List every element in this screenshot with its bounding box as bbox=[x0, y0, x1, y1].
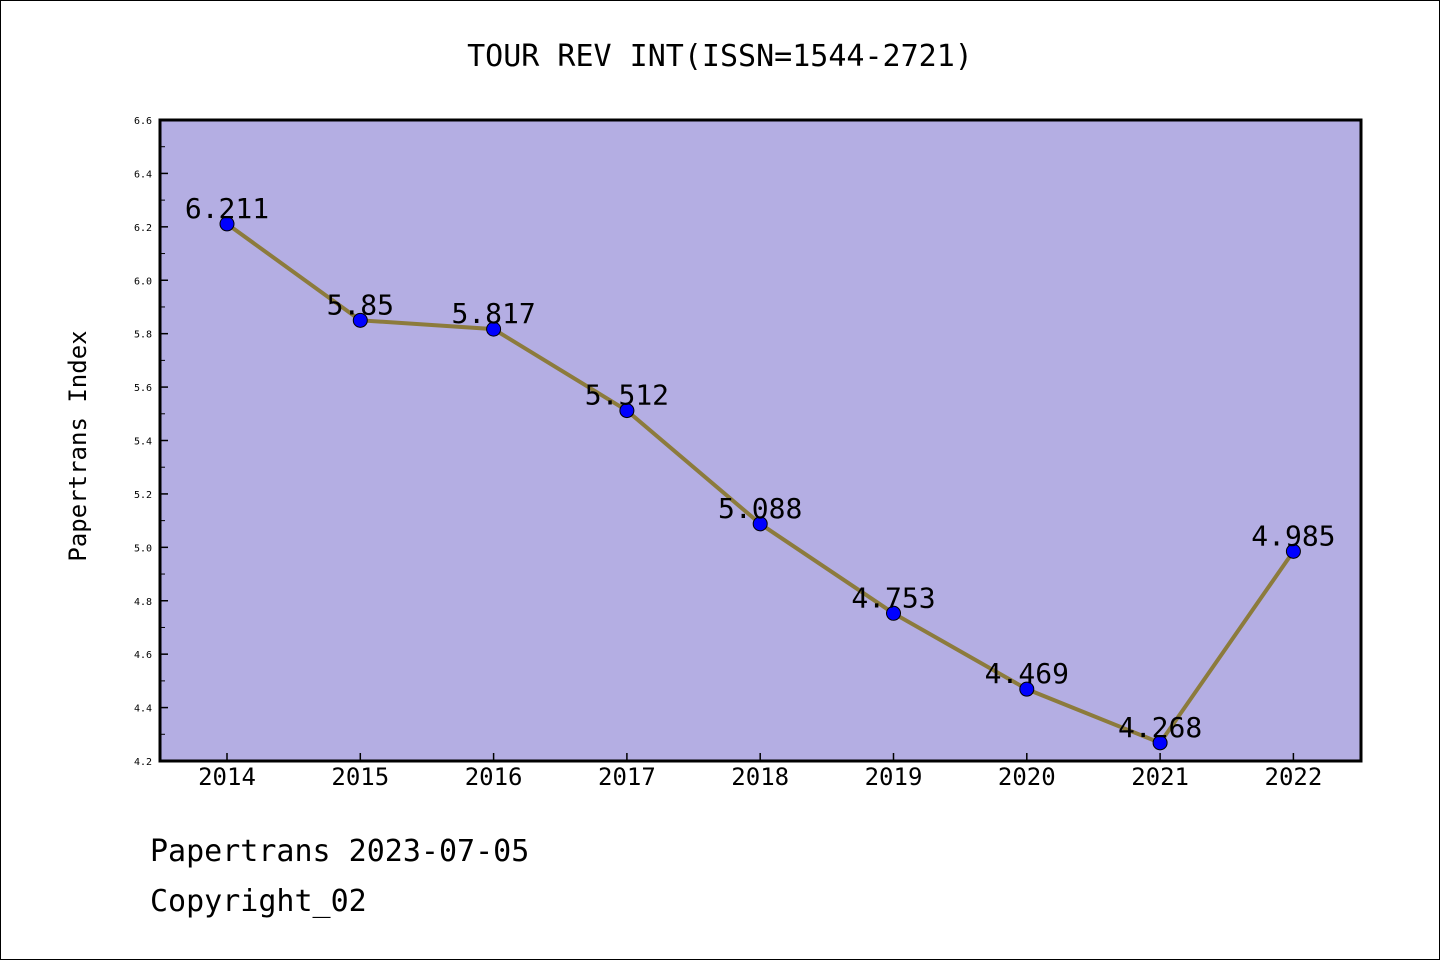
footer-date: Papertrans 2023-07-05 bbox=[150, 834, 530, 869]
footer-copyright: Copyright_02 bbox=[150, 884, 367, 919]
data-points bbox=[219, 216, 1301, 751]
x-tick-label: 2022 bbox=[1265, 763, 1323, 791]
y-tick-label: 4.4 bbox=[134, 704, 152, 715]
data-label: 5.512 bbox=[585, 379, 669, 412]
x-tick-label: 2014 bbox=[198, 763, 256, 791]
data-label: 6.211 bbox=[185, 192, 269, 225]
y-tick-label: 4.6 bbox=[134, 650, 152, 661]
data-label: 4.268 bbox=[1118, 711, 1202, 744]
data-label: 4.753 bbox=[851, 581, 935, 614]
data-label: 5.817 bbox=[451, 297, 535, 330]
y-axis: 4.2 4.4 4.6 4.8 5.0 5.2 5.4 5.6 5.8 6.0 6.2 6.4 6.6 bbox=[134, 116, 168, 768]
y-axis-label: Papertrans Index bbox=[64, 330, 92, 561]
x-tick-label: 2020 bbox=[998, 763, 1056, 791]
y-tick-label: 6.2 bbox=[134, 223, 152, 234]
chart-title: TOUR REV INT(ISSN=1544-2721) bbox=[467, 39, 973, 74]
y-tick-label: 5.4 bbox=[134, 437, 152, 448]
data-point bbox=[1019, 681, 1035, 697]
y-tick-label: 6.4 bbox=[134, 169, 152, 180]
data-label: 5.088 bbox=[718, 492, 802, 525]
x-tick-label: 2019 bbox=[865, 763, 923, 791]
data-labels: 6.211 5.85 5.817 5.512 5.088 4.753 4.469 4.268 4… bbox=[185, 192, 1336, 744]
data-label: 5.85 bbox=[327, 288, 394, 321]
x-tick-label: 2021 bbox=[1131, 763, 1189, 791]
data-point bbox=[619, 403, 635, 419]
x-tick-label: 2018 bbox=[731, 763, 789, 791]
data-point bbox=[752, 516, 768, 532]
data-point bbox=[886, 605, 901, 621]
y-tick-label: 6.6 bbox=[134, 116, 152, 127]
data-point bbox=[1285, 543, 1301, 559]
data-label: 4.985 bbox=[1251, 519, 1335, 552]
y-tick-label: 5.2 bbox=[134, 490, 152, 501]
x-axis: 2014 2015 2016 2017 2018 2019 2020 2021 2022 bbox=[198, 753, 1322, 791]
y-tick-label: 5.0 bbox=[134, 543, 152, 554]
x-tick-label: 2016 bbox=[465, 763, 523, 791]
data-point bbox=[1152, 735, 1168, 751]
y-tick-label: 5.8 bbox=[134, 330, 152, 341]
x-tick-label: 2017 bbox=[598, 763, 656, 791]
data-point bbox=[352, 312, 368, 328]
y-tick-label: 4.8 bbox=[134, 597, 152, 608]
y-tick-label: 5.6 bbox=[134, 383, 152, 394]
data-point bbox=[219, 216, 235, 232]
y-tick-label: 4.2 bbox=[134, 757, 152, 768]
plot-area bbox=[158, 118, 1363, 763]
y-tick-label: 6.0 bbox=[134, 276, 152, 287]
x-tick-label: 2015 bbox=[331, 763, 389, 791]
data-point bbox=[486, 321, 502, 337]
data-label: 4.469 bbox=[985, 657, 1069, 690]
